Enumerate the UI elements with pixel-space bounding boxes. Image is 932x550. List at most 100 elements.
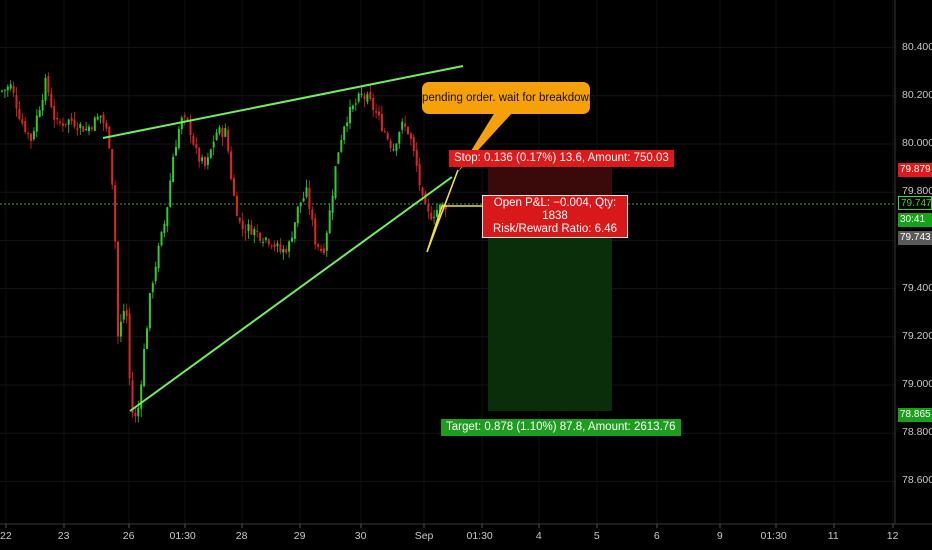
candle [82, 125, 85, 132]
time-tick-label: 23 [57, 530, 70, 542]
candle [47, 72, 50, 97]
candle [85, 121, 88, 132]
candle [276, 240, 279, 253]
candle [64, 123, 67, 128]
price-tick-label: 79.800 [902, 185, 932, 198]
candle [177, 126, 180, 151]
candle [56, 111, 59, 125]
candle [380, 105, 383, 132]
candle [398, 131, 401, 149]
price-tick-label: 78.600 [902, 474, 932, 487]
candle [99, 115, 102, 124]
candle [282, 245, 285, 260]
lower-wedge-line[interactable] [129, 176, 453, 412]
candle [415, 142, 418, 172]
candle [250, 219, 253, 235]
candle [215, 128, 218, 141]
candle [134, 407, 137, 423]
candle [212, 135, 215, 156]
target-price-badge: 78.865 [898, 408, 932, 422]
candle [418, 157, 421, 191]
candle [35, 109, 38, 138]
candles [1, 72, 447, 423]
candle [285, 245, 288, 255]
candle [88, 124, 90, 136]
time-tick-label: 11 [827, 530, 839, 542]
candle [349, 99, 351, 129]
time-tick-label: 22 [0, 530, 12, 542]
upper-wedge-line[interactable] [102, 65, 464, 139]
candle [44, 74, 47, 105]
candle [259, 231, 262, 244]
candle [160, 231, 163, 247]
target-label[interactable]: Target: 0.878 (1.10%) 87.8, Amount: 2613… [441, 419, 681, 436]
time-tick-label: 30 [354, 530, 367, 542]
candle [354, 98, 357, 111]
candle [18, 100, 21, 121]
candle [383, 128, 386, 134]
candle [204, 155, 206, 170]
time-tick-label: 01:30 [760, 530, 787, 542]
candle [308, 180, 311, 215]
candle [343, 125, 346, 145]
candle [360, 87, 363, 98]
candle [221, 125, 224, 146]
candle [302, 191, 305, 203]
candle [175, 139, 177, 156]
candle [337, 152, 340, 165]
time-tick-label: 9 [716, 530, 723, 542]
candle [6, 84, 9, 97]
candle [140, 380, 143, 418]
time-tick-label: 28 [235, 530, 248, 542]
price-tick-label: 79.200 [902, 329, 932, 342]
candle [21, 113, 24, 126]
candle [346, 116, 349, 133]
candle [154, 261, 157, 285]
candle [233, 174, 235, 197]
candle [96, 113, 99, 121]
candle [357, 91, 360, 104]
candle [206, 152, 209, 170]
grid [0, 0, 895, 524]
current-price-badge: 79.747 [898, 196, 932, 210]
stop-price-badge: 79.879 [898, 163, 932, 177]
price-tick-label: 80.200 [902, 88, 932, 101]
stop-label[interactable]: Stop: 0.136 (0.17%) 13.6, Amount: 750.03 [449, 150, 674, 167]
candle [90, 125, 93, 132]
candle [183, 112, 186, 126]
candle [375, 104, 378, 120]
candle [41, 94, 44, 116]
candle [299, 202, 302, 213]
open-pnl-box[interactable]: Open P&L: −0.004, Qty: 1838 Risk/Reward … [482, 195, 628, 238]
price-tick-label: 78.800 [902, 426, 932, 439]
candle [262, 237, 264, 247]
open-pnl-text: Open P&L: −0.004, Qty: 1838 [493, 197, 617, 222]
candle [209, 148, 212, 160]
candle [189, 114, 192, 144]
candle [122, 303, 125, 323]
pending-order-callout[interactable]: pending order. wait for breakdown [422, 82, 595, 114]
candle [314, 213, 317, 250]
candle [67, 118, 70, 134]
projection-line[interactable] [426, 169, 488, 253]
candle [1, 89, 3, 93]
candle [305, 179, 308, 199]
candle [366, 91, 369, 105]
candle [363, 92, 366, 108]
candle [369, 85, 372, 101]
candle [392, 143, 395, 152]
time-tick-label: 6 [653, 530, 660, 542]
candle [325, 230, 328, 257]
candle [224, 123, 227, 138]
candle [386, 131, 389, 141]
candle [146, 325, 148, 350]
candle [73, 111, 76, 129]
candle [433, 209, 436, 225]
candle [241, 212, 244, 237]
candle [198, 146, 201, 168]
candle [195, 137, 198, 155]
candle [163, 220, 166, 238]
candle [151, 281, 154, 299]
candle [128, 308, 131, 386]
